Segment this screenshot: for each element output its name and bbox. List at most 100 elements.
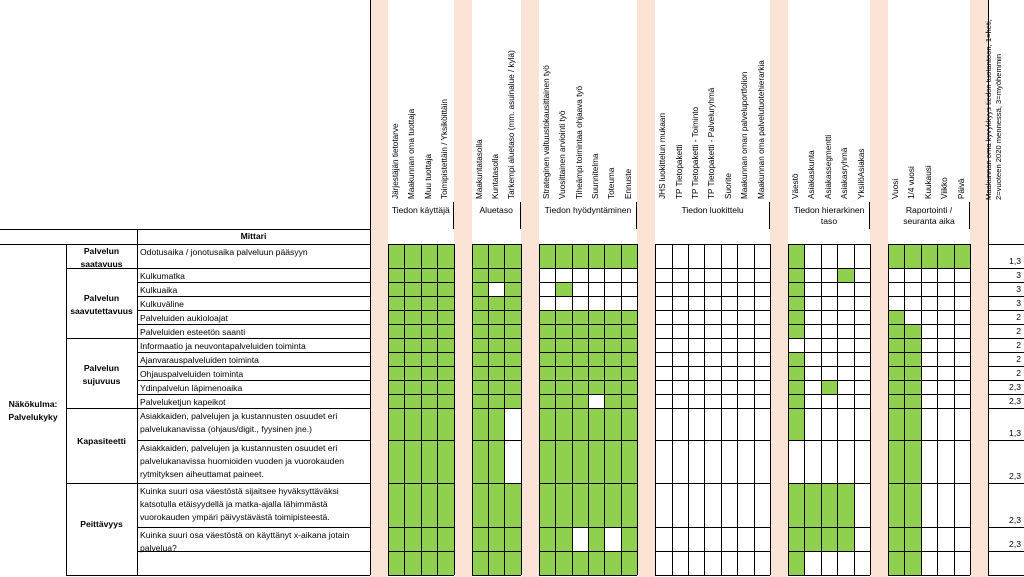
matrix-cell: [688, 408, 705, 440]
matrix-cell: [837, 551, 854, 575]
matrix-cell: [488, 268, 505, 282]
matrix-cell: [853, 394, 870, 408]
grid-hline: [888, 440, 970, 441]
matrix-cell: [720, 310, 738, 324]
matrix-cell: [904, 282, 921, 296]
matrix-cell: [588, 268, 605, 282]
grid-hline: [538, 366, 638, 367]
matrix-cell: [820, 483, 838, 527]
matrix-cell: [753, 296, 770, 310]
spacer-column: [370, 0, 388, 577]
matrix-cell: [671, 296, 688, 310]
matrix-cell: [555, 380, 572, 394]
mittari-label: Kulkuaika: [140, 285, 178, 295]
grid-hline: [988, 408, 1024, 409]
matrix-cell: [937, 338, 954, 352]
matrix-cell: [555, 440, 572, 483]
grid-hline: [538, 408, 638, 409]
matrix-cell: [837, 440, 854, 483]
matrix-cell: [688, 244, 705, 268]
matrix-cell: [488, 338, 505, 352]
matrix-cell: [837, 380, 854, 394]
matrix-cell: [853, 324, 870, 338]
matrix-cell: [688, 310, 705, 324]
matrix-cell: [788, 244, 805, 268]
matrix-cell: [820, 310, 838, 324]
matrix-cell: [920, 394, 938, 408]
matrix-cell: [920, 408, 938, 440]
category-divider: [66, 483, 137, 484]
matrix-cell: [555, 551, 572, 575]
mittari-label: Kulkumatka: [140, 271, 185, 281]
matrix-cell: [704, 268, 721, 282]
matrix-cell: [471, 551, 488, 575]
matrix-cell: [953, 296, 970, 310]
matrix-cell: [620, 440, 638, 483]
matrix-cell: [488, 310, 505, 324]
matrix-cell: [538, 380, 556, 394]
matrix-cell: [804, 352, 821, 366]
category-divider: [66, 268, 137, 269]
matrix-cell: [953, 408, 970, 440]
matrix-cell: [888, 366, 905, 380]
matrix-cell: [920, 324, 938, 338]
grid-hline: [655, 394, 770, 395]
grid-hline: [988, 310, 1024, 311]
matrix-cell: [488, 483, 505, 527]
grid-vline: [538, 244, 540, 575]
matrix-cell: [720, 282, 738, 296]
grid-hline: [655, 244, 770, 245]
matrix-cell: [671, 338, 688, 352]
matrix-cell: [655, 282, 672, 296]
matrix-cell: [753, 408, 770, 440]
matrix-cell: [953, 352, 970, 366]
matrix-cell: [688, 440, 705, 483]
matrix-cell: [571, 268, 588, 282]
matrix-cell: [671, 282, 688, 296]
grid-hline: [471, 324, 521, 325]
grid-hline: [388, 440, 454, 441]
grid-hline: [788, 440, 870, 441]
matrix-cell: [704, 244, 721, 268]
matrix-cell: [788, 551, 805, 575]
matrix-cell: [853, 440, 870, 483]
matrix-cell: [437, 483, 454, 527]
matrix-cell: [920, 366, 938, 380]
matrix-cell: [420, 296, 438, 310]
matrix-cell: [804, 380, 821, 394]
matrix-cell: [504, 352, 521, 366]
matrix-cell: [471, 483, 488, 527]
matrix-cell: [538, 310, 556, 324]
matrix-cell: [437, 324, 454, 338]
grid-vline: [453, 244, 455, 575]
matrix-cell: [471, 338, 488, 352]
matrix-cell: [671, 440, 688, 483]
matrix-cell: [471, 282, 488, 296]
grid-vline: [655, 244, 657, 575]
matrix-cell: [420, 244, 438, 268]
matrix-cell: [753, 282, 770, 296]
matrix-cell: [788, 282, 805, 296]
matrix-cell: [471, 380, 488, 394]
matrix-cell: [555, 338, 572, 352]
matrix-cell: [888, 338, 905, 352]
column-header: TP Tietopaketti: [674, 144, 684, 199]
matrix-cell: [704, 483, 721, 527]
grid-hline: [888, 352, 970, 353]
matrix-cell: [488, 527, 505, 551]
grid-hline: [137, 380, 370, 381]
column-header: Kuntatasolla: [491, 153, 500, 199]
matrix-cell: [420, 394, 438, 408]
matrix-cell: [788, 483, 805, 527]
matrix-cell: [671, 483, 688, 527]
grid-vline: [437, 244, 439, 575]
grid-hline: [388, 296, 454, 297]
column-header: Ennuste: [623, 168, 633, 199]
matrix-cell: [620, 366, 638, 380]
matrix-cell: [688, 282, 705, 296]
grid-hline: [388, 380, 454, 381]
matrix-cell: [437, 527, 454, 551]
matrix-cell: [737, 394, 754, 408]
capability-value: 2,3: [1009, 382, 1021, 392]
mittari-label: Palveluketjun kapeikot: [140, 397, 226, 407]
